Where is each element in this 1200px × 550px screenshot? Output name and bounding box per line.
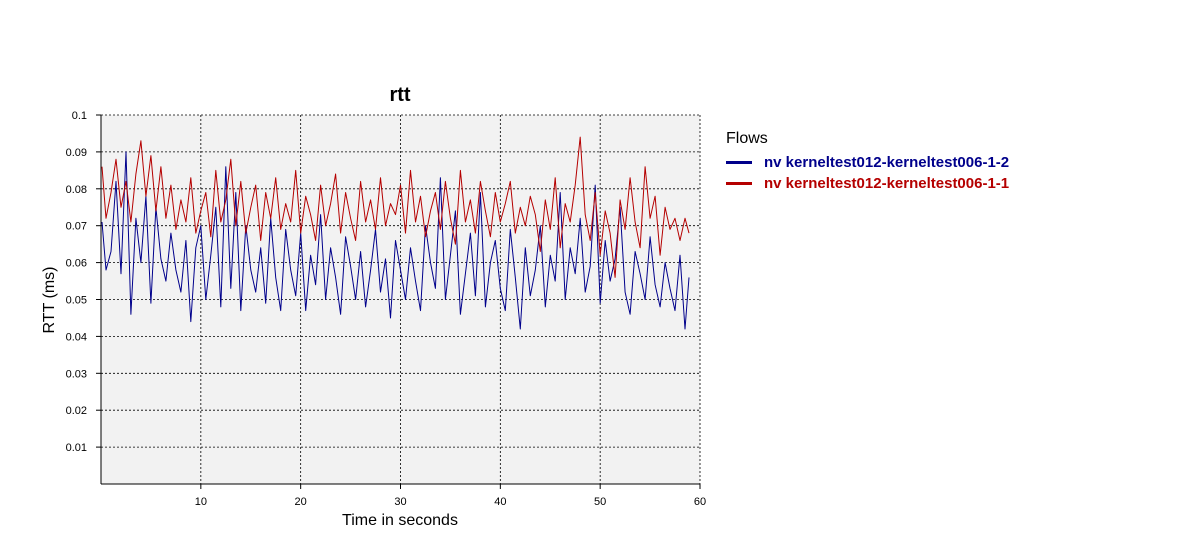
x-axis-ticks: 10 20 30 40 50 60 <box>195 484 706 508</box>
x-tick-label: 60 <box>694 496 706 508</box>
y-tick-label: 0.05 <box>66 295 87 307</box>
y-tick-label: 0.08 <box>66 184 87 196</box>
legend-item-flow-1-1: nv kerneltest012-kerneltest006-1-1 <box>726 173 1009 194</box>
y-tick-label: 0.06 <box>66 258 87 270</box>
y-axis-label: RTT (ms) <box>41 267 58 334</box>
chart-legend: Flows nv kerneltest012-kerneltest006-1-2… <box>726 130 1009 194</box>
series-lines <box>101 136 690 330</box>
series-line-flow-1-2 <box>101 151 690 330</box>
chart-title: rtt <box>389 84 410 106</box>
legend-title: Flows <box>726 130 768 147</box>
legend-item-flow-1-2: nv kerneltest012-kerneltest006-1-2 <box>726 152 1009 173</box>
x-tick-label: 40 <box>494 496 506 508</box>
y-tick-label: 0.02 <box>66 405 87 417</box>
series-line-flow-1-1 <box>101 136 690 278</box>
x-tick-label: 50 <box>594 496 606 508</box>
y-axis-ticks: 0.01 0.02 0.03 0.04 0.05 0.06 0.07 0.08 0.09 0.1 <box>66 110 101 454</box>
legend-label-flow-1-2: nv kerneltest012-kerneltest006-1-2 <box>764 154 1010 171</box>
x-tick-label: 10 <box>195 496 207 508</box>
x-tick-label: 20 <box>295 496 307 508</box>
x-tick-label: 30 <box>394 496 406 508</box>
y-tick-label: 0.01 <box>66 442 87 454</box>
y-tick-label: 0.04 <box>66 331 87 343</box>
y-tick-label: 0.07 <box>66 221 87 233</box>
y-tick-label: 0.03 <box>66 368 87 380</box>
x-axis-label: Time in seconds <box>342 512 458 529</box>
legend-label-flow-1-1: nv kerneltest012-kerneltest006-1-1 <box>764 175 1010 192</box>
y-tick-label: 0.09 <box>66 147 87 159</box>
legend-swatch-flow-1-1 <box>726 182 752 185</box>
legend-swatch-flow-1-2 <box>726 161 752 164</box>
y-tick-label: 0.1 <box>72 110 87 122</box>
